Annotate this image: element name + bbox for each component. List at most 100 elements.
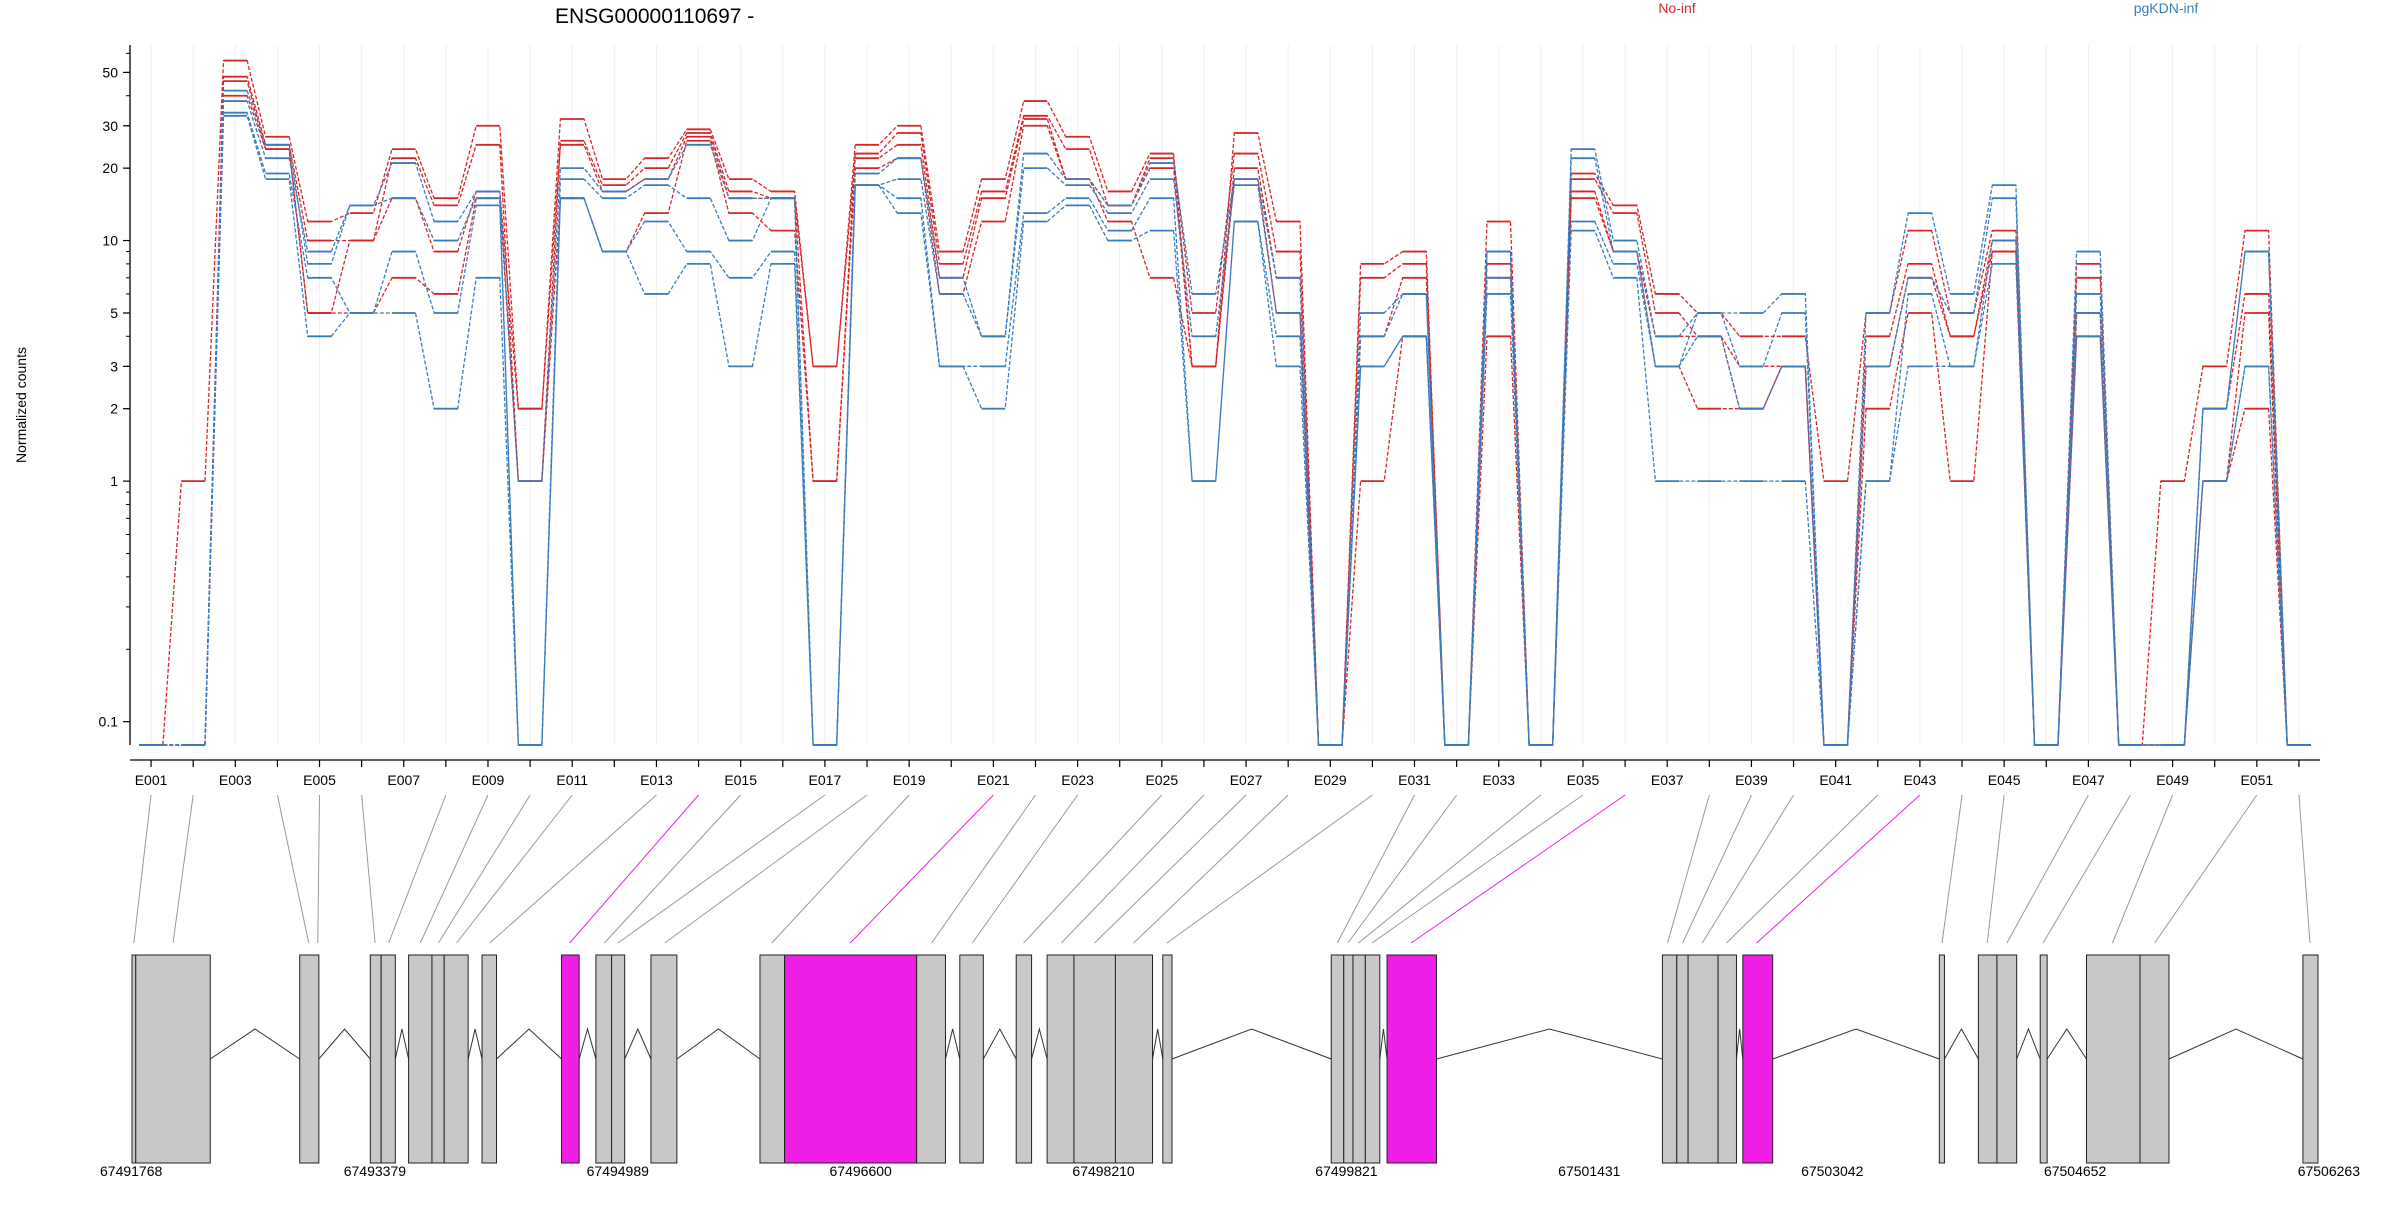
exon [1977,954,1998,1164]
series-line [139,89,2311,746]
x-tick-label: E015 [724,772,757,788]
mapping-line [1336,794,1415,944]
series-line [139,112,2311,746]
mapping-line [361,794,376,944]
coordinate-label: 67494989 [587,1163,650,1179]
exon [1162,954,1173,1164]
coordinate-label: 67503042 [1801,1163,1864,1179]
x-tick-label: E005 [303,772,336,788]
mapping-line [1166,794,1373,944]
exon [481,954,498,1164]
series-line [139,59,2311,746]
exon [916,954,946,1164]
intron-line [1436,1028,1663,1060]
series-line [139,95,2311,746]
mapping-line [1410,794,1626,944]
mapping-line [419,794,489,944]
x-tick-label: E001 [135,772,168,788]
mapping-line [2154,794,2258,944]
x-tick-label: E049 [2156,772,2189,788]
intron-line [1152,1028,1164,1060]
mapping-line [438,794,531,944]
y-tick-label: 50 [102,64,118,80]
exon [1015,954,1033,1164]
y-tick-label: 2 [110,401,118,417]
intron-line [2016,1027,2041,1060]
intron-line [1735,1028,1744,1060]
y-tick-label: 3 [110,358,118,374]
intron-line [2046,1028,2087,1060]
mapping-line [771,794,910,944]
exon [135,954,211,1164]
exon [611,954,626,1164]
mapping-line [1667,794,1710,944]
mapping-line [1094,794,1247,944]
mapping-line [388,794,447,944]
intron-line [624,1027,652,1060]
intron-line [496,1028,562,1060]
series-line [139,80,2311,746]
chart-title: ENSG00000110697 - [555,5,754,28]
exon [1352,954,1366,1164]
y-tick-label: 5 [110,305,118,321]
exon [2139,954,2170,1164]
intron-line [944,1028,961,1060]
mapping-line [1133,794,1289,944]
intron-line [578,1027,597,1060]
intron-line [1031,1027,1048,1060]
exon [1676,954,1689,1164]
mapping-line [1358,794,1542,944]
exon [1661,954,1678,1164]
x-tick-label: E023 [1061,772,1094,788]
intron-line [394,1028,410,1060]
coordinate-label: 67501431 [1558,1163,1621,1179]
exon [959,954,984,1164]
exon [1114,954,1154,1164]
mapping-line [1682,794,1752,944]
coordinate-label: 67498210 [1072,1163,1135,1179]
exon [2039,954,2048,1164]
mapping-line [2006,794,2089,944]
exon-highlighted [784,954,918,1164]
mapping-line [2111,794,2174,944]
mapping-line [2298,794,2311,944]
mapping-line [1941,794,1963,944]
exon [1996,954,2018,1164]
intron-line [676,1028,761,1060]
intron-line [1772,1028,1940,1060]
x-tick-label: E045 [1988,772,2021,788]
y-tick-label: 30 [102,118,118,134]
mapping-line [617,794,826,944]
coordinate-label: 67506263 [2298,1163,2361,1179]
x-tick-label: E031 [1398,772,1431,788]
exon [1330,954,1345,1164]
intron-line [982,1027,1017,1060]
series-line [139,100,2311,746]
x-tick-label: E039 [1735,772,1768,788]
x-tick-label: E011 [556,772,588,788]
exon [595,954,613,1164]
mapping-line [1023,794,1163,944]
exon-highlighted [1742,954,1774,1164]
mapping-line [569,794,699,944]
x-tick-label: E041 [1819,772,1852,788]
x-tick-label: E007 [387,772,420,788]
mapping-line [603,794,742,944]
exon [2302,954,2319,1164]
series-line [139,76,2311,746]
intron-line [1944,1027,1979,1060]
mapping-line [931,794,1036,944]
x-tick-label: E043 [1904,772,1937,788]
intron-line [209,1028,300,1060]
exon [1046,954,1075,1164]
exon [1687,954,1719,1164]
x-tick-label: E033 [1482,772,1515,788]
exon [369,954,382,1164]
mapping-line [1060,794,1205,944]
exon [759,954,786,1164]
mapping-line [133,794,152,944]
mapping-line [2042,794,2131,944]
mapping-line [1726,794,1879,944]
genomic-coordinate-labels: 67491768 67493379 67494989 67496600 67498210… [100,1163,2360,1179]
